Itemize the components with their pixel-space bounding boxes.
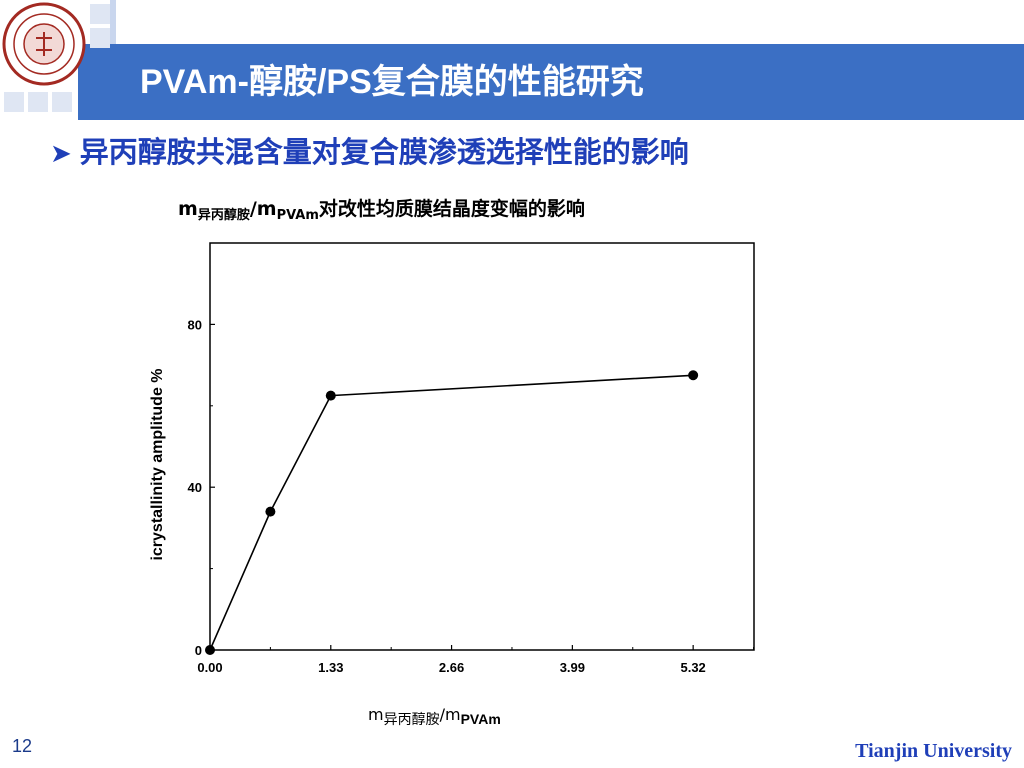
chart-title-m: m [178,198,198,220]
footer-brand: Tianjin University [855,740,1012,762]
bullet-heading: ➤ 异丙醇胺共混含量对复合膜渗透选择性能的影响 [50,128,689,176]
x-axis-title: m异丙醇胺/mPVAm [368,700,501,730]
chart-title-sub1: 异丙醇胺 [197,208,250,223]
x-title-slash-m: /m [439,705,461,724]
data-point [265,506,276,517]
x-tick-label: 1.33 [318,660,343,675]
x-tick-label: 5.32 [680,660,705,675]
x-tick-label: 0.00 [197,660,222,675]
data-point [205,645,215,655]
page-number: 12 [12,736,33,756]
x-title-m: m [368,705,384,724]
series-line [209,374,694,651]
axis-ticks: 0.00 1.33 2.66 3.99 5.32 0 40 80 [188,242,755,675]
y-tick-label: 40 [188,480,202,495]
chart-title-sub2: PVAm [276,208,319,223]
decor-square [52,92,72,112]
plot-frame [209,242,755,651]
y-tick-label: 0 [195,643,202,658]
arrow-bullet-icon: ➤ [50,139,72,169]
university-seal-logo [2,2,86,86]
chart-title-rest: 对改性均质膜结晶度变幅的影响 [318,198,585,220]
chart-title-slash-m: /m [249,198,277,220]
bullet-text: 异丙醇胺共混含量对复合膜渗透选择性能的影响 [79,135,689,169]
x-tick-label: 3.99 [560,660,585,675]
x-title-sub1: 异丙醇胺 [383,712,440,728]
page-title: PVAm-醇胺/PS复合膜的性能研究 [140,63,644,101]
decor-square [4,92,24,112]
y-tick-label: 80 [188,317,202,332]
decor-square [90,28,110,48]
chart-title: m异丙醇胺/mPVAm对改性均质膜结晶度变幅的影响 [178,192,585,226]
series-group [205,370,699,655]
x-tick-label: 2.66 [439,660,464,675]
header-stripe [110,0,116,44]
x-title-sub2: PVAm [460,711,501,727]
header-band [78,0,1024,44]
y-axis-title: icrystallinity amplitude % [149,368,166,560]
header-bar [78,44,1024,120]
data-point [688,370,699,381]
decor-square [28,92,48,112]
decor-square [90,4,110,24]
data-point [325,390,336,401]
